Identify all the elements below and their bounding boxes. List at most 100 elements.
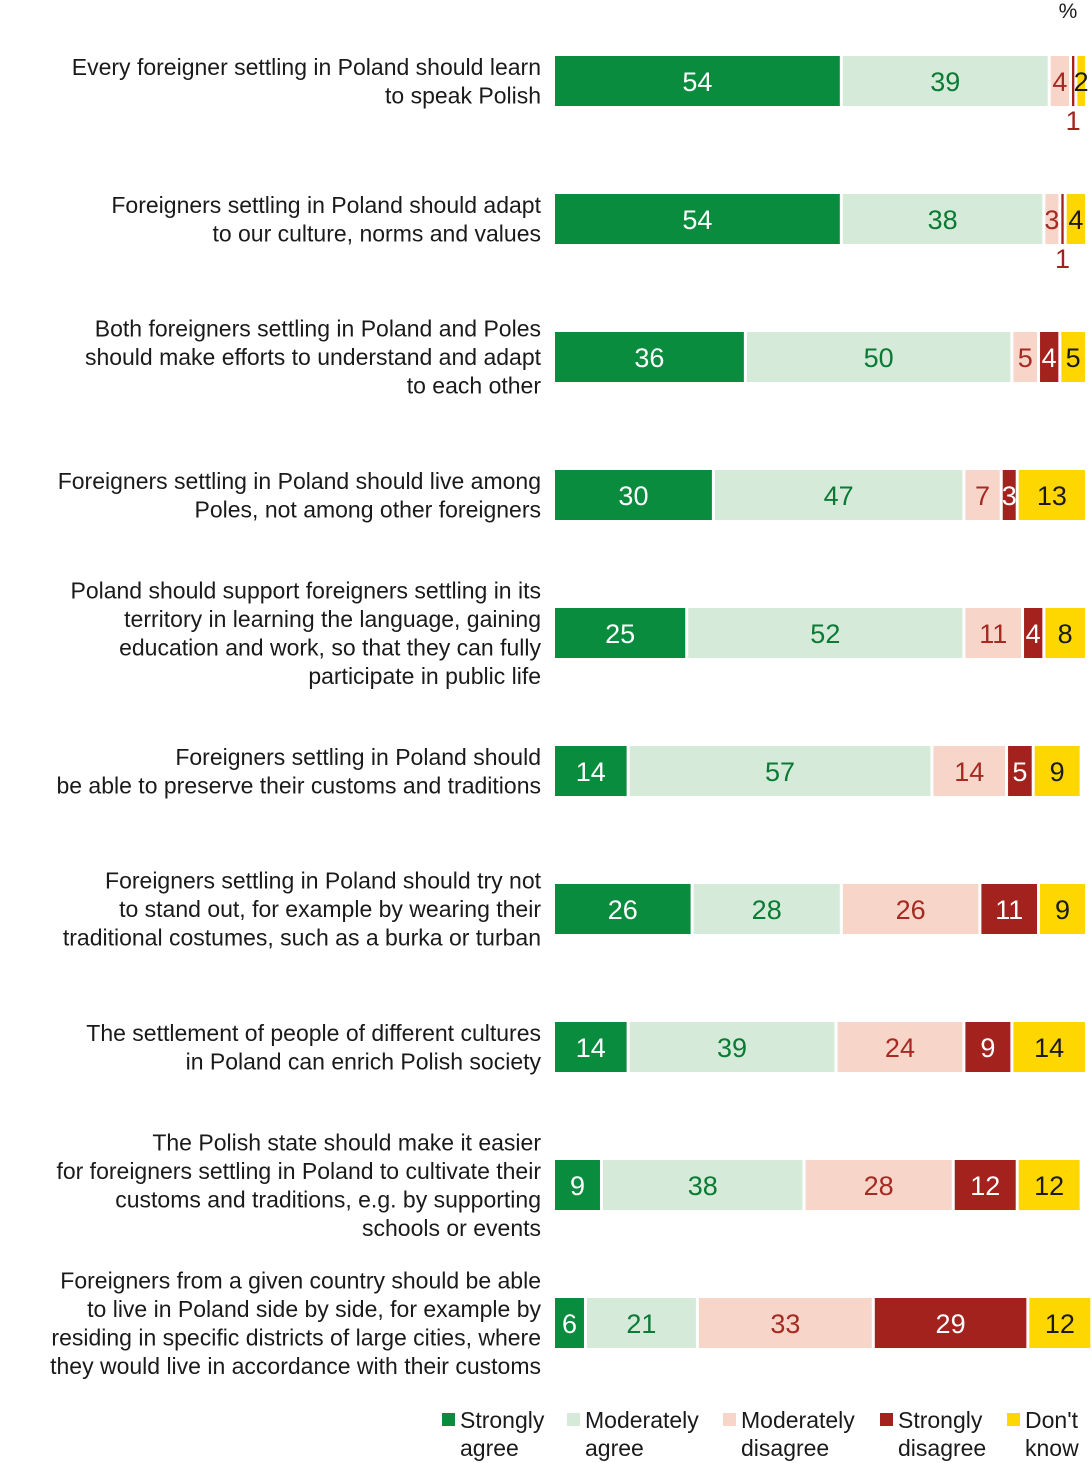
bar-segment <box>1029 1298 1091 1348</box>
bar-segment <box>1013 332 1038 382</box>
data-label: 11 <box>995 895 1023 925</box>
bar-segment <box>1077 56 1085 106</box>
category-label-line: residing in specific districts of large … <box>51 1324 541 1350</box>
category-label-line: participate in public life <box>308 663 541 689</box>
bar-segment <box>629 746 931 796</box>
category-labels: Every foreigner settling in Poland shoul… <box>50 54 542 1379</box>
data-label: 4 <box>1068 205 1083 235</box>
bar-segment <box>1061 332 1085 382</box>
bar-segment <box>837 1022 963 1072</box>
category-label-line: to each other <box>407 373 542 399</box>
category-label-line: to our culture, norms and values <box>212 220 541 246</box>
category-label-line: territory in learning the language, gain… <box>124 606 541 632</box>
bar-row: 36 50 5 4 5 <box>555 332 1085 382</box>
category-label-line: Foreigners settling in Poland should try… <box>105 868 542 894</box>
data-label: 29 <box>936 1309 966 1339</box>
bar-segment <box>1040 332 1059 382</box>
data-label: 9 <box>1050 757 1065 787</box>
bar-segment <box>1050 56 1070 106</box>
bar-segment <box>842 56 1048 106</box>
data-label: 14 <box>576 1033 606 1063</box>
bar-row: 14 57 14 5 9 <box>555 746 1080 796</box>
legend-label: know <box>1025 1435 1079 1461</box>
data-label: 24 <box>885 1033 915 1063</box>
bar-segment <box>842 194 1043 244</box>
bar-row: 6 21 33 29 12 <box>555 1298 1091 1348</box>
category-label-line: traditional costumes, such as a burka or… <box>63 925 541 951</box>
bar-segment <box>1018 470 1085 520</box>
category-label-line: The settlement of people of different cu… <box>86 1020 541 1046</box>
data-label: 39 <box>717 1033 747 1063</box>
category-label-line: to live in Poland side by side, for exam… <box>87 1296 541 1322</box>
legend-swatch <box>880 1413 893 1426</box>
category-label-line: Poles, not among other foreigners <box>195 496 541 522</box>
bar-segment <box>1024 608 1043 658</box>
data-label: 12 <box>1045 1309 1075 1339</box>
bar-segment <box>874 1298 1027 1348</box>
legend-label: Strongly <box>460 1407 545 1433</box>
bar-segment <box>933 746 1006 796</box>
bar-segment <box>555 1298 584 1348</box>
bar-segment <box>1072 56 1075 106</box>
bar-segment <box>698 1298 872 1348</box>
legend-label: disagree <box>741 1435 829 1461</box>
bar-row: 26 28 26 11 9 <box>555 884 1085 934</box>
legend-label: agree <box>585 1435 644 1461</box>
data-label: 5 <box>1012 757 1027 787</box>
data-label: 12 <box>970 1171 1000 1201</box>
category-label-line: for foreigners settling in Poland to cul… <box>56 1158 541 1184</box>
data-label: 30 <box>618 481 648 511</box>
legend-label: Don't <box>1025 1407 1079 1433</box>
bar-segment <box>981 884 1038 934</box>
category-label-line: education and work, so that they can ful… <box>119 634 541 660</box>
data-label: 14 <box>954 757 984 787</box>
category-label-line: to stand out, for example by wearing the… <box>119 896 541 922</box>
data-label: 7 <box>975 481 990 511</box>
bar-segment <box>1018 1160 1080 1210</box>
bar-segment <box>1066 194 1085 244</box>
data-label: 3 <box>1002 481 1017 511</box>
data-label: 5 <box>1018 343 1033 373</box>
data-label: 50 <box>864 343 894 373</box>
category-label-line: to speak Polish <box>385 82 541 108</box>
data-label: 11 <box>979 619 1007 649</box>
legend-label: disagree <box>898 1435 986 1461</box>
bar-segment <box>746 332 1011 382</box>
bar-segment <box>1013 1022 1085 1072</box>
category-label-line: be able to preserve their customs and tr… <box>56 772 541 798</box>
data-label: 1 <box>1066 106 1081 136</box>
data-label: 3 <box>1044 205 1059 235</box>
data-label: 4 <box>1026 619 1041 649</box>
bar-segment <box>965 608 1022 658</box>
legend-swatch <box>567 1413 580 1426</box>
bar-segment <box>693 884 840 934</box>
bar-segment <box>1034 746 1080 796</box>
bar-row: 54 39 4 1 2 <box>555 56 1089 136</box>
bar-segment <box>555 332 744 382</box>
data-label: 39 <box>930 67 960 97</box>
data-label: 26 <box>608 895 638 925</box>
bar-segment <box>555 608 686 658</box>
data-label: 9 <box>570 1171 585 1201</box>
bar-segment <box>1061 194 1064 244</box>
bar-segment <box>555 470 712 520</box>
data-label: 26 <box>896 895 926 925</box>
legend-label: Moderately <box>741 1407 855 1433</box>
bar-segment <box>555 746 627 796</box>
data-label: 52 <box>810 619 840 649</box>
bar-segment <box>1002 470 1016 520</box>
bar-segment <box>1008 746 1032 796</box>
data-label: 38 <box>688 1171 718 1201</box>
bar-segment <box>1040 884 1085 934</box>
data-label: 28 <box>752 895 782 925</box>
data-label: 28 <box>864 1171 894 1201</box>
legend-label: Strongly <box>898 1407 983 1433</box>
bar-segment <box>555 1160 600 1210</box>
category-label-line: Foreigners settling in Poland should liv… <box>58 468 541 494</box>
category-label-line: schools or events <box>362 1215 541 1241</box>
data-label: 1 <box>1055 244 1070 274</box>
category-label-line: they would live in accordance with their… <box>50 1353 541 1379</box>
